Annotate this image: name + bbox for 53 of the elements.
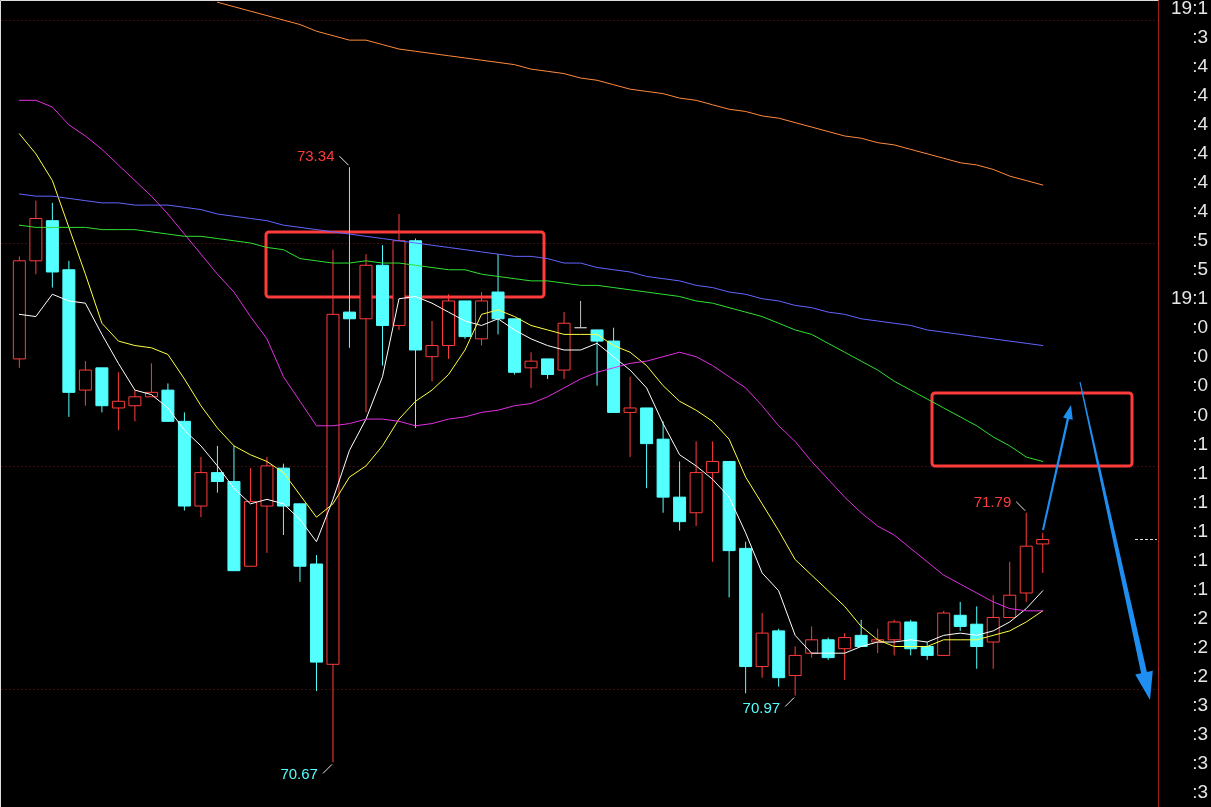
candlestick: [854, 619, 868, 647]
text: :4: [1192, 84, 1209, 106]
text: :1: [1192, 461, 1208, 483]
text: 71.79: [973, 492, 1012, 510]
candlestick: [425, 320, 439, 382]
text: :0: [1192, 374, 1208, 396]
text: :4: [1192, 142, 1209, 164]
candlestick: [574, 300, 588, 329]
candlestick: [590, 329, 604, 387]
candlestick: [210, 445, 224, 494]
text: :1: [1192, 577, 1208, 599]
candlestick: [342, 166, 356, 349]
candlestick: [953, 601, 967, 632]
candlestick: [706, 440, 720, 563]
text: :1: [1192, 519, 1208, 541]
text: :3: [1192, 722, 1208, 744]
text: :4: [1192, 200, 1209, 222]
candlestick: [821, 637, 835, 661]
text: 70.67: [280, 765, 318, 783]
candlestick: [838, 632, 852, 681]
text: :2: [1192, 635, 1208, 657]
text: 70.97: [742, 698, 781, 716]
candlestick: [1036, 532, 1050, 574]
text: :4: [1192, 113, 1209, 135]
candlestick: [128, 389, 142, 422]
candlestick: [78, 360, 92, 407]
text: 19:1: [1171, 0, 1208, 18]
text: :3: [1192, 693, 1208, 715]
text: :2: [1192, 664, 1208, 686]
text: :1: [1192, 548, 1208, 570]
candlestick: [788, 645, 802, 697]
text: :4: [1192, 171, 1209, 193]
text: :2: [1192, 606, 1208, 628]
text: :5: [1192, 229, 1208, 251]
text: :1: [1192, 432, 1208, 454]
text: :3: [1192, 751, 1208, 773]
text: :3: [1192, 781, 1208, 802]
text: 19:1: [1171, 287, 1208, 309]
candlestick: [111, 371, 125, 431]
candlestick: [805, 625, 819, 659]
text: :1: [1192, 490, 1208, 512]
candlestick: [524, 351, 538, 389]
candlestick: [1003, 561, 1017, 619]
text: :4: [1192, 55, 1209, 77]
text: :0: [1192, 403, 1208, 425]
candlestick: [887, 619, 901, 656]
text: :0: [1192, 316, 1208, 338]
text: 73.34: [296, 147, 335, 165]
text: :0: [1192, 345, 1208, 367]
text: :3: [1192, 26, 1208, 48]
text: :5: [1192, 258, 1208, 280]
candlestick: [623, 376, 637, 458]
candlestick: [541, 358, 555, 380]
